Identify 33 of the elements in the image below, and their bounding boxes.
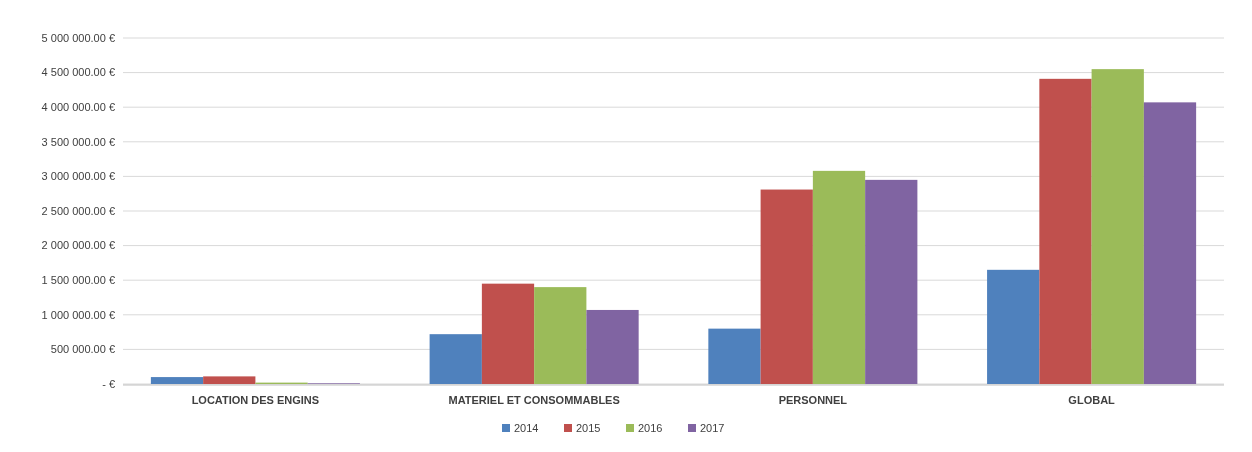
bar <box>708 328 761 384</box>
y-tick-label: 4 000 000.00 € <box>41 101 115 114</box>
bar <box>481 283 535 384</box>
y-tick-label: 4 500 000.00 € <box>41 66 115 79</box>
legend-label: 2016 <box>638 422 663 434</box>
y-tick-label: 5 000 000.00 € <box>41 31 115 44</box>
legend-label: 2014 <box>514 422 539 434</box>
x-tick-label: PERSONNEL <box>778 394 848 406</box>
y-tick-label: 1 500 000.00 € <box>41 274 115 287</box>
y-tick-label: 500 000.00 € <box>50 343 115 356</box>
bar <box>1091 69 1144 384</box>
y-tick-label: - € <box>102 377 115 390</box>
y-tick-label: 1 000 000.00 € <box>41 308 115 321</box>
y-tick-label: 2 500 000.00 € <box>41 204 115 217</box>
bar <box>150 377 204 384</box>
bar <box>987 269 1040 384</box>
bar <box>760 189 813 384</box>
y-tick-label: 3 000 000.00 € <box>41 170 115 183</box>
x-tick-label: GLOBAL <box>1068 394 1116 406</box>
y-tick-label: 2 000 000.00 € <box>41 239 115 252</box>
bar <box>812 170 866 384</box>
bar <box>534 287 587 384</box>
legend-label: 2015 <box>576 422 601 434</box>
x-tick-label: MATERIEL ET CONSOMMABLES <box>448 394 620 406</box>
y-tick-label: 3 500 000.00 € <box>41 135 115 148</box>
bar <box>1039 78 1092 384</box>
bar <box>865 179 918 384</box>
legend-label: 2017 <box>700 422 725 434</box>
bar <box>203 376 256 384</box>
bar <box>586 309 639 384</box>
bar <box>429 334 482 384</box>
x-tick-label: LOCATION DES ENGINS <box>191 394 320 406</box>
bar <box>1143 102 1197 384</box>
